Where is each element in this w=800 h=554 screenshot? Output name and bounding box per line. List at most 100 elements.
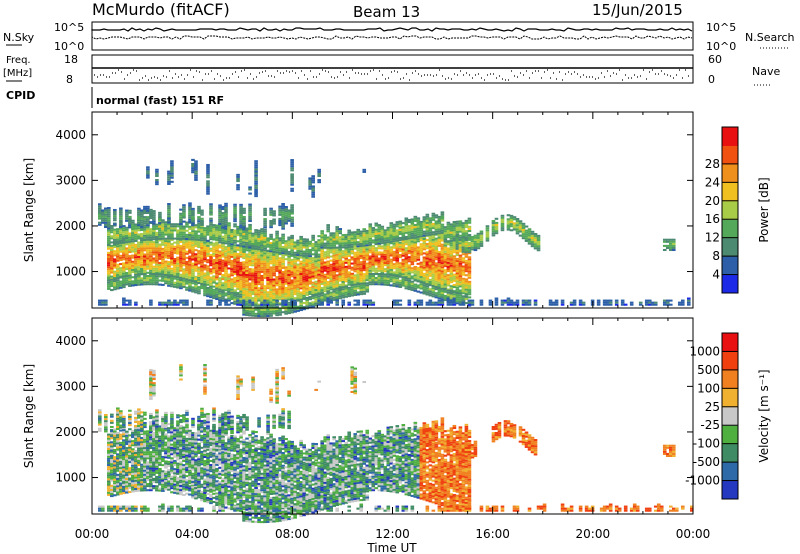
range-gate-cell [218, 252, 222, 255]
range-gate-cell [182, 274, 186, 277]
range-gate-cell [389, 266, 394, 269]
range-gate-cell [461, 301, 466, 304]
range-gate-cell [221, 227, 225, 230]
range-gate-cell [233, 256, 237, 259]
range-gate-cell [245, 273, 249, 276]
range-gate-cell [341, 270, 346, 273]
range-gate-cell [239, 288, 243, 291]
range-gate-cell [188, 283, 192, 286]
range-gate-cell [305, 299, 309, 302]
range-gate-cell [344, 284, 349, 287]
range-gate-cell [152, 238, 156, 241]
range-gate-cell [257, 231, 261, 234]
range-gate-cell [239, 286, 243, 289]
range-gate-cell [362, 267, 367, 270]
range-gate-cell [500, 222, 505, 226]
range-gate-cell [458, 248, 463, 251]
range-gate-cell [434, 276, 439, 279]
range-gate-cell [119, 233, 123, 236]
range-gate-cell [464, 221, 469, 224]
range-gate-cell [140, 209, 144, 212]
range-gate-cell [512, 224, 517, 227]
range-gate-cell [359, 271, 364, 274]
range-gate-cell [515, 232, 520, 235]
range-gate-cell [230, 284, 234, 287]
range-gate-cell [491, 224, 496, 227]
range-gate-cell [146, 271, 150, 274]
range-gate-cell [356, 291, 361, 294]
range-gate-cell [446, 240, 451, 243]
range-gate-cell [413, 249, 418, 252]
range-gate-cell [308, 187, 312, 190]
range-gate-cell [302, 238, 306, 241]
range-gate-cell [176, 280, 180, 283]
range-gate-cell [530, 241, 535, 244]
range-gate-cell [428, 250, 433, 253]
range-gate-cell [353, 262, 358, 265]
range-gate-cell [191, 279, 195, 282]
range-gate-cell [155, 235, 159, 239]
range-gate-cell [170, 249, 174, 252]
range-gate-cell [182, 270, 186, 273]
range-gate-cell [215, 232, 219, 235]
range-gate-cell [335, 282, 340, 285]
range-gate-cell [473, 244, 478, 247]
range-gate-cell [401, 260, 406, 263]
range-gate-cell [146, 265, 150, 268]
range-gate-cell [197, 266, 201, 269]
range-gate-cell [107, 274, 111, 277]
range-gate-cell [107, 217, 111, 220]
range-gate-cell [170, 261, 174, 264]
range-gate-cell [419, 220, 424, 223]
range-gate-cell [338, 236, 343, 239]
range-gate-cell [146, 281, 150, 284]
range-gate-cell [158, 268, 162, 271]
range-gate-cell [449, 279, 454, 282]
range-gate-cell [347, 290, 352, 294]
range-gate-cell [227, 267, 231, 270]
range-gate-cell [290, 275, 294, 278]
range-gate-cell [449, 272, 454, 275]
range-gate-cell [422, 284, 427, 287]
range-gate-cell [137, 233, 141, 236]
range-gate-cell [416, 250, 421, 253]
range-gate-cell [251, 264, 255, 267]
range-gate-cell [467, 229, 472, 232]
range-gate-cell [296, 267, 300, 270]
range-gate-cell [266, 280, 270, 284]
range-gate-cell [134, 279, 138, 282]
range-gate-cell [449, 246, 454, 249]
range-gate-cell [131, 248, 135, 251]
range-gate-cell [134, 281, 138, 285]
range-gate-cell [356, 230, 361, 233]
range-gate-cell [284, 222, 288, 225]
range-gate-cell [419, 243, 424, 246]
range-gate-cell [119, 282, 123, 285]
range-gate-cell [260, 310, 264, 314]
range-gate-cell [458, 292, 463, 295]
range-gate-cell [305, 296, 309, 300]
range-gate-cell [179, 231, 183, 234]
range-gate-cell [515, 301, 520, 304]
range-gate-cell [209, 203, 213, 206]
range-gate-cell [299, 250, 303, 253]
range-gate-cell [269, 314, 273, 317]
range-gate-cell [218, 210, 222, 213]
range-gate-cell [302, 263, 306, 266]
range-gate-cell [290, 241, 294, 244]
range-gate-cell [233, 272, 237, 275]
range-gate-cell [248, 238, 252, 241]
range-gate-cell [122, 264, 126, 267]
range-gate-cell [158, 213, 162, 216]
range-gate-cell [374, 277, 379, 280]
range-gate-cell [356, 273, 361, 276]
range-gate-cell [116, 251, 120, 254]
range-gate-cell [278, 283, 282, 286]
range-gate-cell [269, 207, 273, 210]
range-gate-cell [134, 231, 138, 234]
range-gate-cell [212, 275, 216, 278]
range-gate-cell [215, 276, 219, 279]
range-gate-cell [248, 247, 252, 250]
range-gate-cell [509, 225, 514, 228]
range-gate-cell [215, 255, 219, 258]
